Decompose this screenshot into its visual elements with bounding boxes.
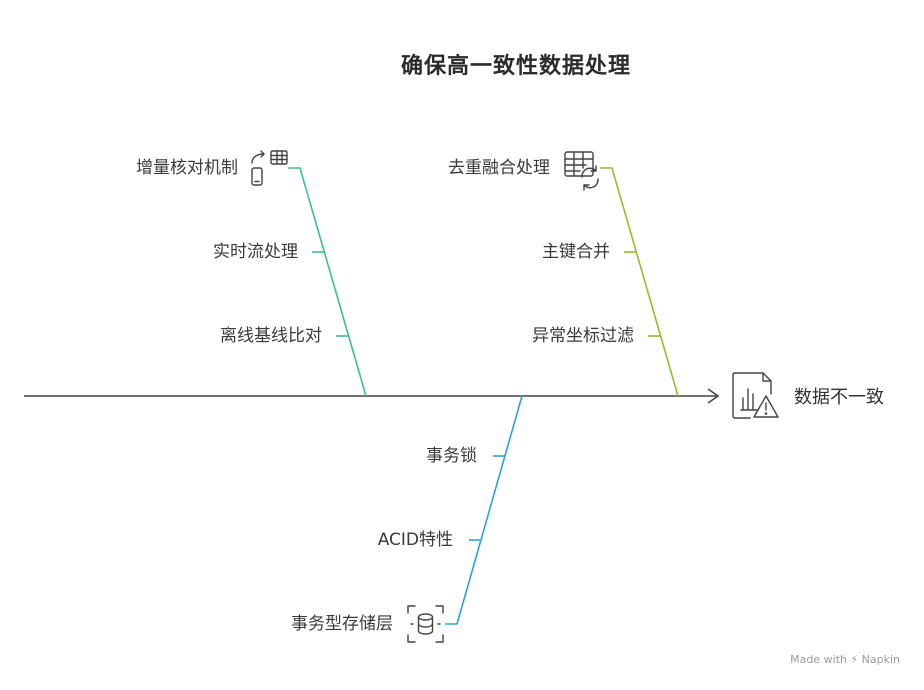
branch-3-bone (445, 395, 523, 625)
cause-label: 异常坐标过滤 (532, 326, 634, 346)
branch-2-bone (600, 167, 679, 397)
branch-3 (445, 395, 523, 625)
cause-label: 增量核对机制 (136, 158, 238, 178)
cause-label: 事务型存储层 (291, 614, 393, 634)
chart-warning-icon (732, 372, 779, 419)
branch-1-bone (288, 167, 367, 397)
cause-label: 主键合并 (542, 242, 610, 262)
database-focus-icon (407, 605, 444, 643)
table-refresh-icon (564, 151, 599, 191)
cause-label: 实时流处理 (213, 242, 298, 262)
cause-label: 离线基线比对 (220, 326, 322, 346)
sync-table-icon (251, 150, 288, 186)
branch-2 (600, 167, 679, 397)
cause-label: 事务锁 (426, 446, 477, 466)
diagram-title: 确保高一致性数据处理 (400, 54, 631, 79)
spine-arrowhead (707, 388, 720, 404)
effect-label: 数据不一致 (794, 387, 884, 408)
branch-1 (288, 167, 367, 397)
cause-label: ACID特性 (377, 530, 453, 550)
napkin-watermark: Made with ⚡ Napkin (790, 653, 900, 666)
cause-label: 去重融合处理 (448, 158, 550, 178)
